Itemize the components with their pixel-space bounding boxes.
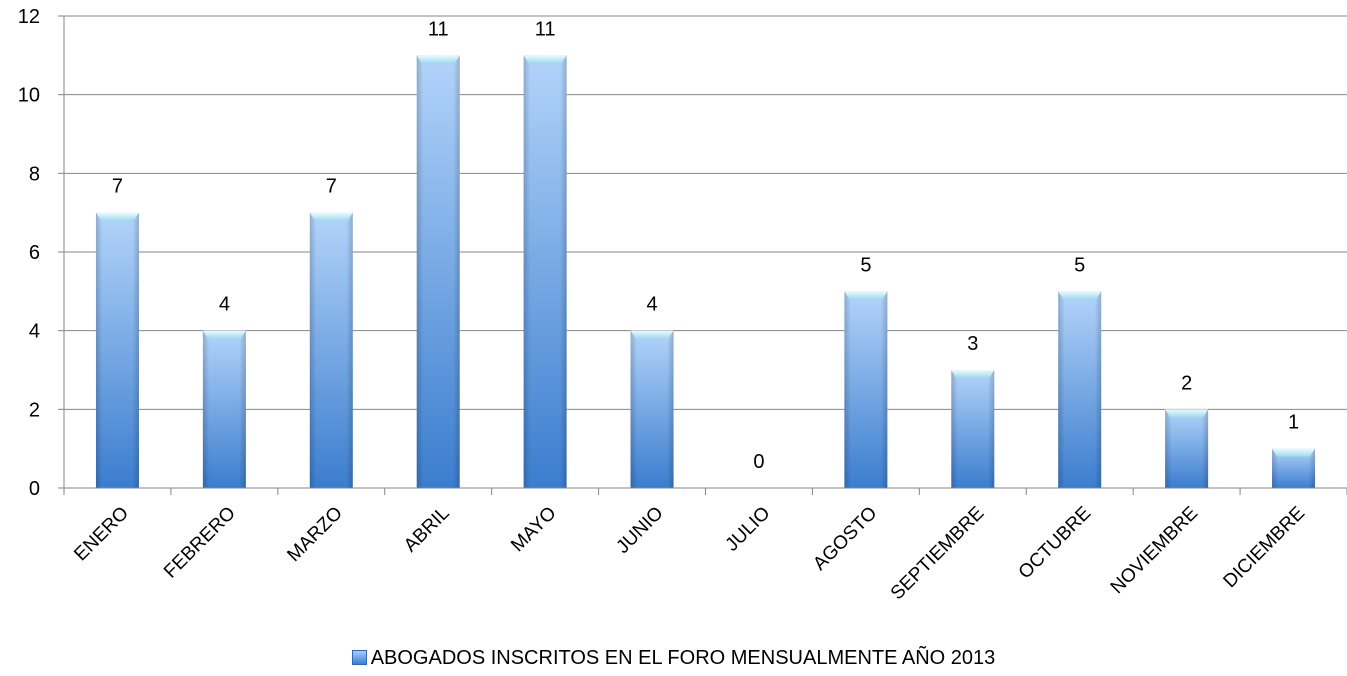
bar — [844, 291, 888, 488]
bar — [630, 330, 674, 488]
x-category-label: JUNIO — [612, 503, 667, 558]
axes — [58, 15, 1347, 495]
bar — [202, 330, 246, 488]
bar-cap — [202, 330, 246, 339]
x-category-label: AGOSTO — [809, 503, 881, 575]
bar-shade — [416, 55, 460, 488]
y-tick-label: 8 — [29, 163, 40, 185]
bar — [309, 212, 353, 488]
data-label: 4 — [646, 294, 657, 316]
x-category-label: OCTUBRE — [1015, 503, 1096, 584]
x-category-label: MAYO — [507, 503, 560, 556]
data-label: 7 — [112, 176, 123, 198]
x-category-labels: ENERO FEBRERO MARZO ABRIL MAYO JUNIO JULIO AGOS… — [70, 503, 1309, 604]
bars — [95, 55, 1316, 488]
bar — [1272, 448, 1316, 488]
x-category-label: ENERO — [70, 503, 133, 566]
bar — [1058, 291, 1102, 488]
legend: ABOGADOS INSCRITOS EN EL FORO MENSUALMEN… — [0, 647, 1347, 670]
bar — [416, 55, 460, 488]
data-label: 5 — [860, 254, 871, 276]
x-category-label: NOVIEMBRE — [1107, 503, 1202, 598]
bar-cap — [1272, 448, 1316, 457]
bar-cap — [630, 330, 674, 339]
legend-label: ABOGADOS INSCRITOS EN EL FORO MENSUALMEN… — [370, 647, 996, 669]
bar-cap — [95, 212, 139, 221]
data-label: 11 — [535, 18, 556, 40]
x-category-label: JULIO — [722, 503, 775, 556]
data-label: 2 — [1181, 372, 1192, 394]
data-label: 3 — [967, 333, 978, 355]
bar-shade — [1165, 409, 1209, 488]
x-category-label: DICIEMBRE — [1220, 503, 1310, 593]
data-label: 0 — [753, 451, 764, 473]
legend-swatch — [351, 650, 367, 665]
bar-shade — [951, 370, 995, 488]
bar-cap — [523, 55, 567, 64]
data-label: 11 — [428, 18, 449, 40]
y-tick-label: 6 — [29, 242, 40, 264]
bar-shade — [844, 291, 888, 488]
data-label: 4 — [219, 294, 230, 316]
data-label: 7 — [326, 176, 337, 198]
y-tick-label: 10 — [18, 85, 40, 107]
x-category-label: MARZO — [283, 503, 346, 566]
bar-cap — [309, 212, 353, 221]
x-category-label: SEPTIEMBRE — [887, 503, 988, 604]
bar — [951, 370, 995, 488]
bar-shade — [630, 330, 674, 488]
bar-shade — [1058, 291, 1102, 488]
gridlines — [64, 15, 1347, 410]
bar-shade — [202, 330, 246, 488]
bar-shade — [309, 212, 353, 488]
bar-cap — [844, 291, 888, 300]
x-category-label: FEBRERO — [160, 503, 240, 583]
data-label: 5 — [1074, 254, 1085, 276]
y-tick-label: 2 — [29, 399, 40, 421]
y-tick-label: 4 — [29, 321, 40, 343]
bar-cap — [1165, 409, 1209, 418]
bar — [95, 212, 139, 488]
data-label: 1 — [1288, 412, 1299, 434]
bar — [523, 55, 567, 488]
bar-cap — [951, 370, 995, 378]
bar-cap — [416, 55, 460, 64]
bar — [1165, 409, 1209, 488]
y-tick-label: 0 — [29, 478, 40, 500]
y-tick-label: 12 — [18, 6, 40, 28]
bar-shade — [95, 212, 139, 488]
bar-cap — [1058, 291, 1102, 300]
data-labels: 7 4 7 11 11 4 0 5 3 5 2 1 — [112, 18, 1299, 473]
bar-shade — [523, 55, 567, 488]
y-tick-labels: 0 2 4 6 8 10 12 — [18, 6, 40, 500]
x-category-label: ABRIL — [400, 503, 454, 557]
